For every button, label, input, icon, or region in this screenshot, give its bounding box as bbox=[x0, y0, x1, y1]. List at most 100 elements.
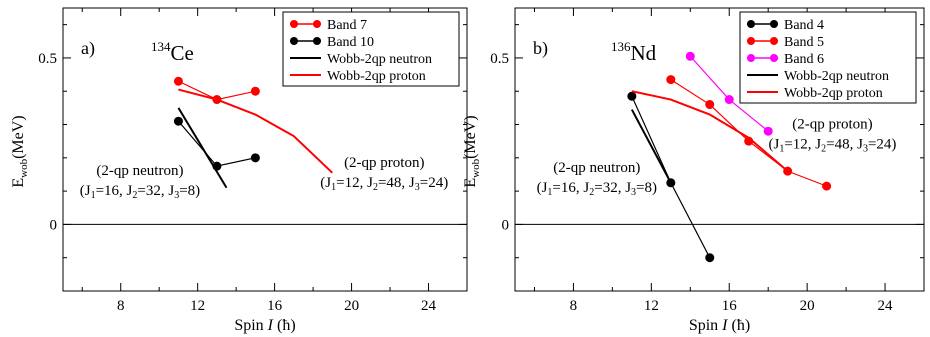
legend-entry-label: Band 6 bbox=[784, 52, 824, 67]
annotation-j-subscript: 1 bbox=[331, 182, 336, 193]
annotation-equals: = bbox=[96, 183, 104, 199]
nucleus-symbol: Nd bbox=[631, 41, 657, 65]
legend: Band 4 Band 5 Band 6 Wobb-2qp neutron Wobb-2… bbox=[739, 11, 917, 104]
annotation-equals: = bbox=[420, 175, 428, 191]
annotation-j-symbol: J bbox=[127, 183, 133, 199]
y-axis-label-base: E bbox=[462, 178, 479, 188]
data-point-band-7 bbox=[250, 86, 260, 96]
annotation-j-symbol: J bbox=[857, 137, 863, 153]
series-line-wobb-2qp-proton bbox=[178, 88, 334, 174]
annotation-parameters: (J1=16, J2=32, J3=8) bbox=[80, 183, 200, 201]
y-axis-label-subscript: wob bbox=[18, 158, 30, 177]
y-tick-label: 0.5 bbox=[490, 51, 509, 67]
annotation-separator: , bbox=[360, 175, 368, 191]
data-point-band-5 bbox=[666, 75, 676, 85]
annotation-j-value: 24 bbox=[428, 175, 444, 191]
annotation-j-value: 12 bbox=[345, 175, 360, 191]
y-tick-label: 0 bbox=[50, 217, 58, 233]
annotation-equals: = bbox=[826, 137, 834, 153]
panel-label: a) bbox=[81, 38, 95, 59]
data-point-band-4 bbox=[627, 91, 637, 101]
annotation-equals: = bbox=[636, 180, 644, 196]
y-axis-label-unit: (MeV) bbox=[10, 115, 27, 159]
annotation-equals: = bbox=[594, 180, 602, 196]
plot-frame bbox=[62, 7, 468, 292]
annotation-j-subscript: 2 bbox=[373, 182, 378, 193]
x-axis-label-symbol: I bbox=[721, 317, 728, 334]
y-axis-label: Ewob(MeV) bbox=[10, 115, 30, 187]
annotation-paren: ( bbox=[768, 137, 773, 153]
data-point-band-7 bbox=[173, 76, 183, 86]
annotation-j-symbol: J bbox=[325, 175, 331, 191]
x-axis-label-unit: (ħ) bbox=[273, 317, 296, 334]
annotation-separator: , bbox=[161, 183, 169, 199]
annotation-j-value: 16 bbox=[561, 180, 577, 196]
annotation-j-subscript: 2 bbox=[821, 144, 826, 155]
annotation-j-subscript: 2 bbox=[132, 190, 137, 201]
annotation-equals: = bbox=[179, 183, 187, 199]
annotation-separator: , bbox=[808, 137, 816, 153]
annotation-paren: ( bbox=[537, 180, 542, 196]
legend-swatch-marker bbox=[313, 37, 321, 45]
annotation-j-symbol: J bbox=[773, 137, 779, 153]
annotation-j-symbol: J bbox=[85, 183, 91, 199]
annotation-j-subscript: 2 bbox=[589, 187, 594, 198]
panel-label: b) bbox=[533, 38, 548, 59]
annotation-equals: = bbox=[336, 175, 344, 191]
legend-entry-label: Band 5 bbox=[784, 35, 824, 50]
data-point-band-5 bbox=[822, 181, 832, 191]
data-point-band-6 bbox=[685, 51, 695, 61]
annotation-j-symbol: J bbox=[409, 175, 415, 191]
annotation-equals: = bbox=[137, 183, 145, 199]
data-point-band-10 bbox=[173, 116, 183, 126]
data-point-band-6 bbox=[724, 95, 734, 105]
annotation-title: (2-qp proton) bbox=[344, 155, 424, 171]
annotation-j-value: 48 bbox=[386, 175, 401, 191]
annotation-paren: ( bbox=[80, 183, 85, 199]
annotation-j-value: 16 bbox=[104, 183, 120, 199]
legend-swatch-marker bbox=[747, 54, 755, 62]
annotation-equals: = bbox=[378, 175, 386, 191]
legend: Band 7 Band 10 Wobb-2qp neutron Wobb-2qp pr… bbox=[282, 11, 460, 87]
legend-entry-label: Wobb-2qp proton bbox=[784, 86, 883, 101]
x-tick-label: 8 bbox=[570, 298, 578, 314]
annotation-j-value: 12 bbox=[793, 137, 808, 153]
annotation-j-symbol: J bbox=[583, 180, 589, 196]
x-tick-label: 20 bbox=[344, 298, 359, 314]
x-axis-label: Spin I (ħ) bbox=[689, 317, 750, 334]
nucleus-mass-number: 136 bbox=[611, 39, 631, 54]
x-tick-label: 8 bbox=[117, 298, 125, 314]
annotation-j-value: 24 bbox=[876, 137, 892, 153]
annotation-equals: = bbox=[868, 137, 876, 153]
data-point-band-5 bbox=[705, 100, 715, 110]
legend-swatch-marker bbox=[770, 20, 778, 28]
legend-entry-label: Band 7 bbox=[327, 18, 367, 33]
annotation-equals: = bbox=[552, 180, 560, 196]
x-tick-label: 20 bbox=[800, 298, 815, 314]
x-axis-label: Spin I (ħ) bbox=[234, 317, 295, 334]
x-tick-label: 12 bbox=[190, 298, 205, 314]
annotation-j-subscript: 3 bbox=[631, 187, 636, 198]
y-tick-label: 0 bbox=[502, 217, 510, 233]
annotation-separator: , bbox=[850, 137, 858, 153]
annotation-parameters: (J1=12, J2=48, J3=24) bbox=[320, 175, 448, 193]
plot-frame bbox=[514, 7, 925, 292]
legend-swatch-marker bbox=[770, 54, 778, 62]
annotation-j-subscript: 3 bbox=[415, 182, 420, 193]
x-axis-label-symbol: I bbox=[267, 317, 274, 334]
legend-swatch-marker bbox=[770, 37, 778, 45]
nucleus-label: 134Ce bbox=[151, 39, 194, 65]
x-axis-label-prefix: Spin bbox=[689, 317, 722, 334]
x-tick-label: 16 bbox=[722, 298, 738, 314]
data-point-band-4 bbox=[705, 253, 715, 263]
annotation-parameters: (J1=12, J2=48, J3=24) bbox=[768, 137, 896, 155]
legend-swatch-marker bbox=[290, 20, 298, 28]
legend-swatch-marker bbox=[290, 37, 298, 45]
legend-entry-label: Wobb-2qp neutron bbox=[784, 69, 889, 84]
legend-entry-label: Band 4 bbox=[784, 18, 824, 33]
annotation-separator: , bbox=[618, 180, 626, 196]
annotation-j-value: 8 bbox=[188, 183, 196, 199]
legend-entry-label: Wobb-2qp proton bbox=[327, 69, 426, 84]
x-tick-label: 16 bbox=[267, 298, 283, 314]
annotation-j-value: 48 bbox=[835, 137, 850, 153]
